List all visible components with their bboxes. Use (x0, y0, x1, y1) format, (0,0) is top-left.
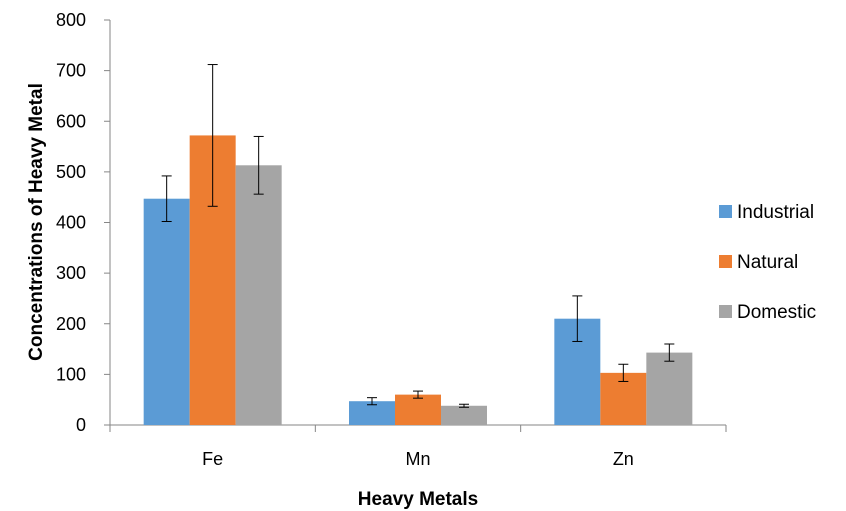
legend-label-natural: Natural (737, 252, 798, 273)
y-tick-label: 100 (56, 364, 86, 384)
y-tick-label: 500 (56, 162, 86, 182)
legend-label-domestic: Domestic (737, 302, 816, 323)
y-tick-label: 600 (56, 111, 86, 131)
x-tick-label: Zn (613, 449, 634, 469)
ticks: 0 100 200 300 400 500 600 700 800 Fe Mn Zn (56, 10, 727, 469)
bar-domestic-mn (441, 405, 487, 425)
x-tick-label: Mn (405, 449, 430, 469)
bar-natural-mn (395, 394, 441, 425)
y-tick-label: 200 (56, 314, 86, 334)
legend: Industrial Natural Domestic (719, 202, 816, 323)
bar-industrial-fe (143, 198, 190, 425)
y-axis-title: Concentrations of Heavy Metal (26, 83, 47, 361)
legend-swatch-domestic (719, 305, 732, 318)
legend-label-industrial: Industrial (737, 202, 814, 223)
legend-swatch-industrial (719, 205, 732, 218)
bar-domestic-zn (646, 352, 693, 425)
y-tick-label: 700 (56, 61, 86, 81)
x-axis-title: Heavy Metals (358, 489, 478, 510)
y-tick-label: 300 (56, 263, 86, 283)
y-tick-label: 0 (76, 415, 86, 435)
legend-swatch-natural (719, 255, 732, 268)
error-bars (161, 64, 675, 408)
bar-industrial-mn (349, 401, 395, 425)
y-tick-label: 400 (56, 213, 86, 233)
bars (143, 135, 693, 426)
x-tick-label: Fe (202, 449, 223, 469)
y-tick-label: 800 (56, 10, 86, 30)
bar-domestic-fe (235, 165, 282, 425)
